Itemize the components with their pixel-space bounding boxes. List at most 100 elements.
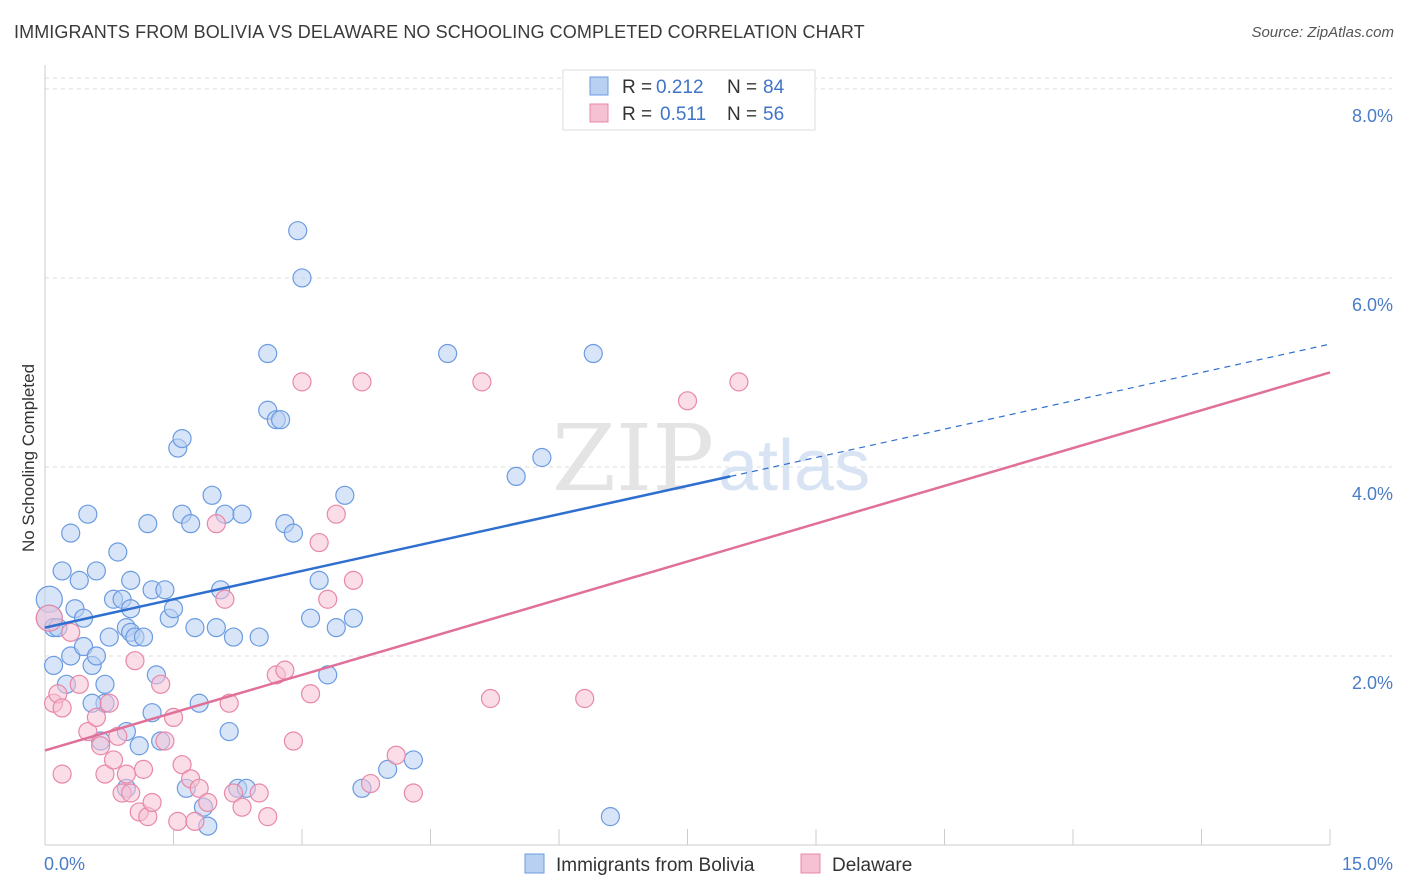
delaware-point <box>91 736 111 756</box>
bolivia-point <box>249 627 269 647</box>
bolivia-point <box>378 759 398 779</box>
bolivia-point <box>202 485 222 505</box>
delaware-point <box>172 755 192 775</box>
delaware-point <box>116 764 136 784</box>
legend-n-label-2: N = <box>727 104 757 125</box>
bolivia-trend-line <box>44 475 731 629</box>
delaware-point <box>326 504 346 524</box>
bolivia-point <box>108 542 128 562</box>
bolivia-point <box>138 514 158 534</box>
delaware-point <box>206 514 226 534</box>
delaware-point <box>309 532 329 553</box>
bolivia-point <box>206 618 226 638</box>
bolivia-point <box>61 523 81 543</box>
delaware-point <box>155 731 175 751</box>
bolivia-point <box>86 561 107 581</box>
bolivia-point <box>52 561 72 581</box>
bolivia-point <box>506 466 526 487</box>
bolivia-point <box>292 268 312 288</box>
bottom-legend-swatch-delaware <box>800 853 821 874</box>
bolivia-point <box>99 627 119 647</box>
bolivia-point <box>219 721 239 742</box>
bolivia-point <box>583 343 603 364</box>
bolivia-point <box>223 627 244 647</box>
delaware-point <box>99 693 119 713</box>
bolivia-point <box>172 428 192 449</box>
legend-r-label-2: R = <box>622 104 652 125</box>
bolivia-point <box>73 636 94 657</box>
legend-swatch-bolivia <box>589 76 609 96</box>
delaware-point <box>386 745 406 765</box>
legend-r-value-2: 0.511 <box>660 104 706 125</box>
delaware-point <box>168 811 188 831</box>
bolivia-point <box>326 618 346 638</box>
bolivia-trend-extension <box>730 343 1331 477</box>
delaware-point <box>69 674 89 694</box>
delaware-point <box>151 674 171 694</box>
delaware-point <box>215 589 235 609</box>
bolivia-point <box>129 736 149 756</box>
legend-swatch-delaware <box>589 103 609 123</box>
legend: R = 0.212 N = 84 R = 0.511 N = 56 <box>562 69 816 131</box>
bolivia-point <box>532 447 552 468</box>
series-bolivia-points <box>35 98 663 836</box>
delaware-point <box>275 660 295 680</box>
bolivia-point <box>318 665 338 685</box>
bolivia-point <box>232 504 252 524</box>
bolivia-point <box>181 514 201 534</box>
x-tick-label-max: 15.0% <box>1342 854 1393 874</box>
delaware-point <box>480 688 501 709</box>
bolivia-point <box>163 599 184 619</box>
y-tick-label: 8.0% <box>1352 106 1393 126</box>
bolivia-point <box>185 618 205 638</box>
bolivia-point <box>343 608 363 628</box>
bottom-legend-label-delaware: Delaware <box>832 855 912 876</box>
delaware-point <box>52 764 72 784</box>
bolivia-point <box>78 504 98 524</box>
delaware-point <box>283 731 304 751</box>
x-tick-labels: 0.0% 15.0% <box>44 854 1393 874</box>
delaware-point <box>677 391 698 411</box>
delaware-point <box>360 773 381 794</box>
bolivia-point <box>270 410 291 430</box>
watermark-zip: ZIP <box>552 405 714 512</box>
delaware-point <box>121 783 141 803</box>
series-delaware-points <box>35 372 749 831</box>
delaware-point <box>343 570 363 590</box>
legend-n-value-2: 56 <box>763 104 784 125</box>
delaware-point <box>61 622 81 642</box>
bolivia-point <box>121 570 141 590</box>
bolivia-point <box>335 485 355 505</box>
bolivia-point <box>43 655 64 676</box>
bolivia-point <box>283 523 304 543</box>
delaware-point <box>249 783 269 803</box>
legend-r-value-1: 0.212 <box>656 77 704 98</box>
delaware-point <box>232 797 252 817</box>
delaware-point <box>189 778 209 798</box>
delaware-point <box>223 783 244 803</box>
watermark: ZIP atlas <box>552 405 870 512</box>
delaware-point <box>729 372 749 392</box>
delaware-point <box>108 726 128 746</box>
delaware-point <box>292 372 312 392</box>
delaware-point <box>125 651 145 671</box>
delaware-point <box>300 684 321 704</box>
bolivia-point <box>300 608 321 628</box>
delaware-point <box>352 372 372 392</box>
trend-lines <box>44 343 1331 752</box>
delaware-point <box>142 792 162 813</box>
delaware-point <box>575 688 595 709</box>
bolivia-point <box>258 343 278 364</box>
legend-r-label-1: R = <box>622 77 652 98</box>
watermark-atlas: atlas <box>718 426 870 506</box>
bolivia-point <box>133 627 154 647</box>
bolivia-point <box>86 646 107 666</box>
grid-lines <box>45 77 1392 657</box>
delaware-point <box>403 783 423 803</box>
bottom-legend-label-bolivia: Immigrants from Bolivia <box>556 855 755 876</box>
bottom-legend: Immigrants from Bolivia Delaware <box>524 853 912 876</box>
y-tick-label: 4.0% <box>1352 484 1393 504</box>
delaware-point <box>258 807 278 827</box>
bolivia-point <box>309 570 329 590</box>
delaware-point <box>198 792 218 813</box>
